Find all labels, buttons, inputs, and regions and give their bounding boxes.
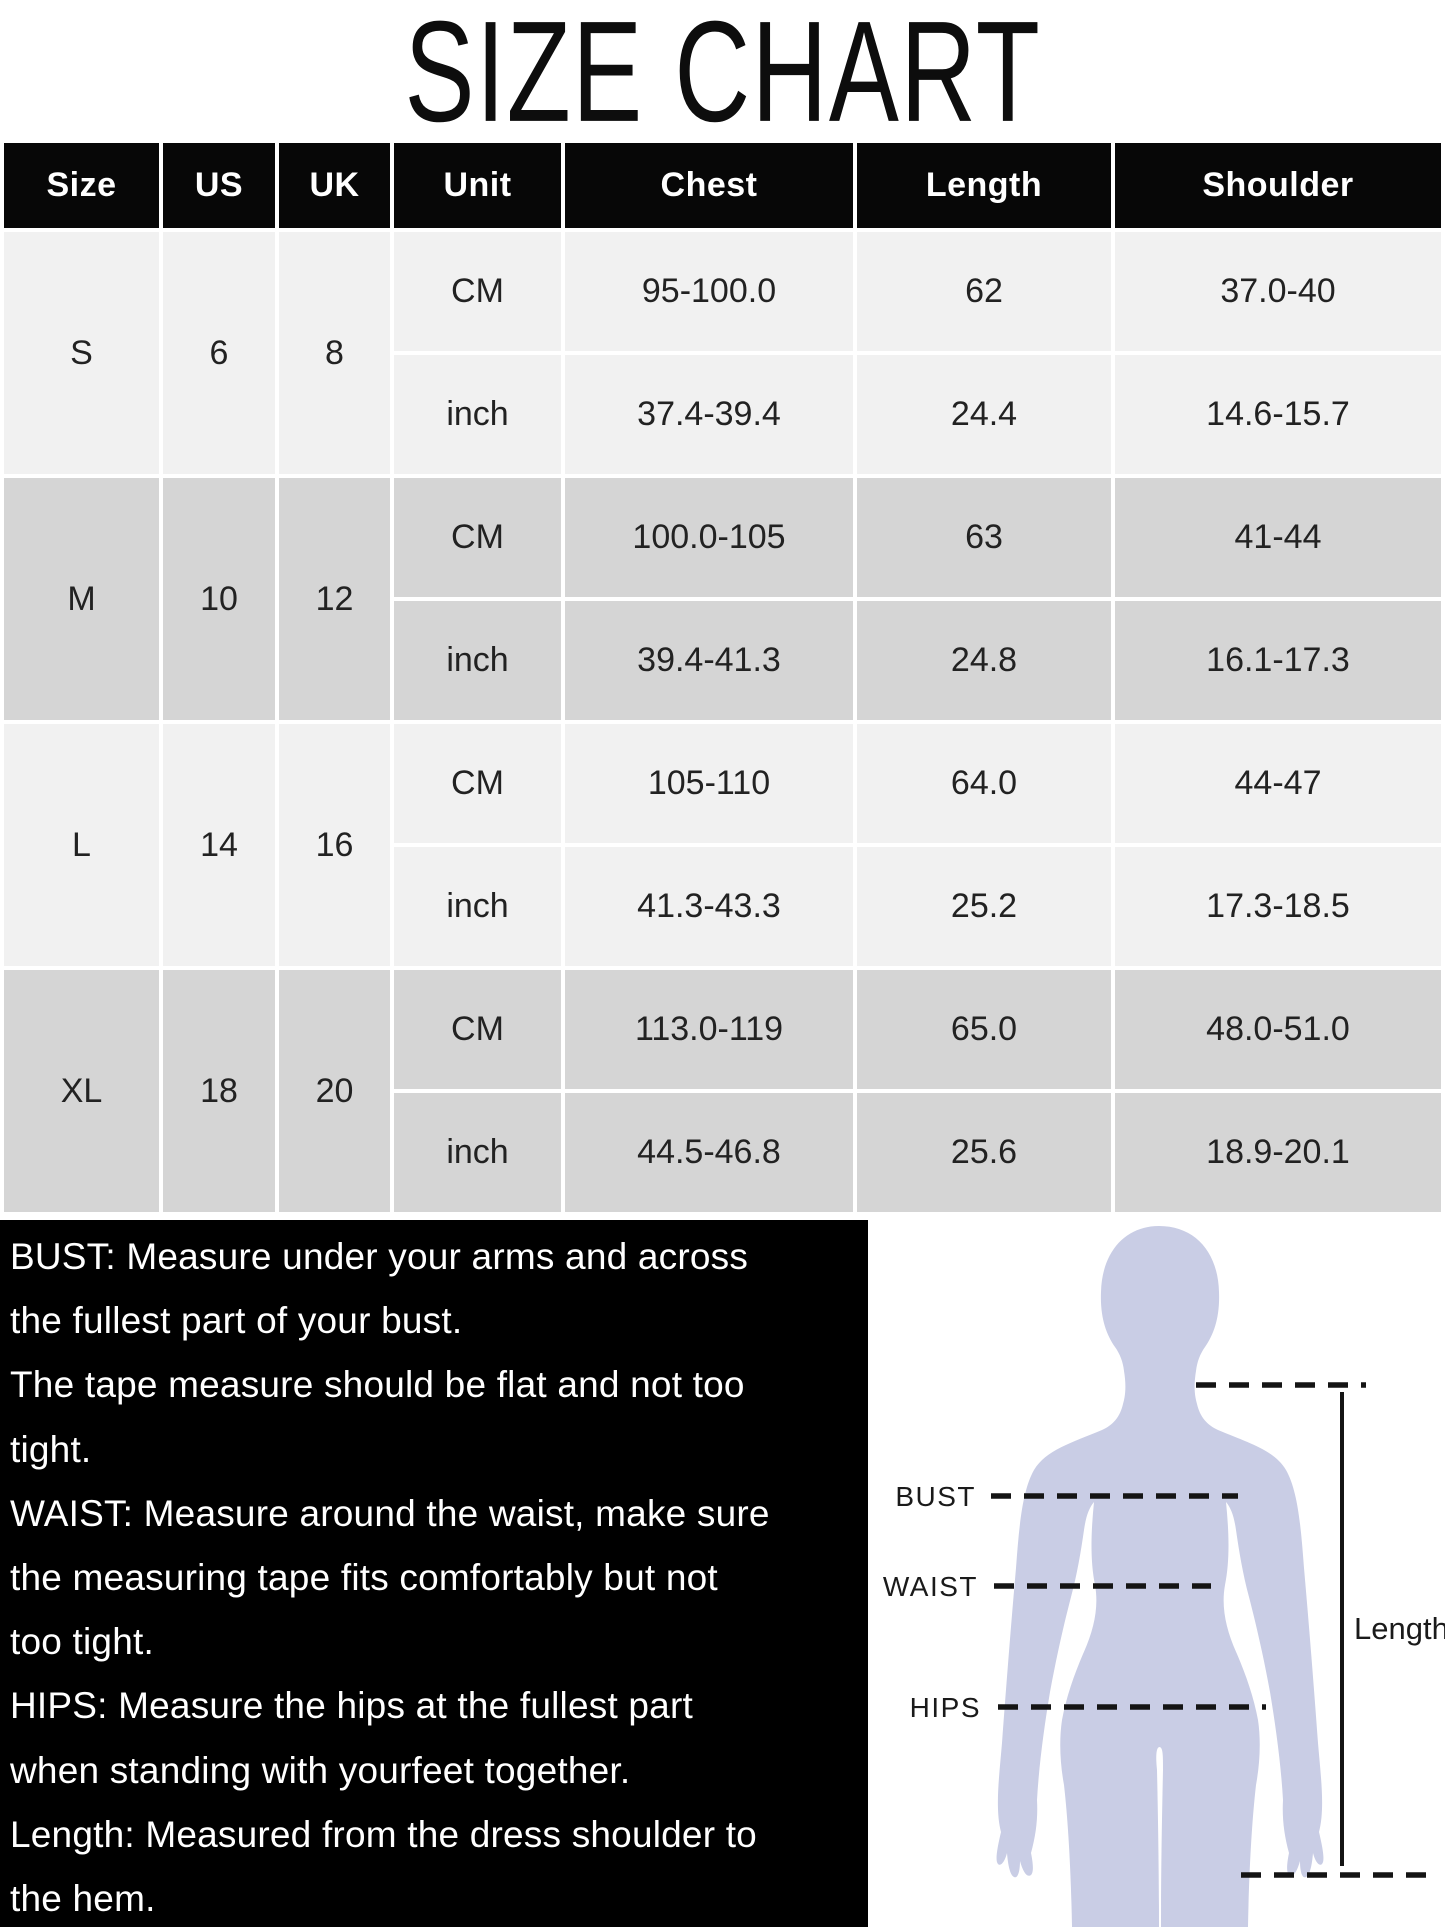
us-cell: 10 (163, 478, 275, 720)
us-cell: 18 (163, 970, 275, 1212)
body-silhouette-image (996, 1226, 1324, 1927)
page-title: SIZE CHART (0, 0, 1445, 143)
uk-cell: 8 (279, 232, 390, 474)
table-row-m-inch: inch 39.4-41.3 24.8 16.1-17.3 (4, 601, 1441, 720)
unit-cell: CM (394, 970, 561, 1089)
table-row-s-inch: inch 37.4-39.4 24.4 14.6-15.7 (4, 355, 1441, 474)
unit-cell: inch (394, 847, 561, 966)
shoulder-cell: 18.9-20.1 (1115, 1093, 1441, 1212)
us-cell: 6 (163, 232, 275, 474)
shoulder-cell: 16.1-17.3 (1115, 601, 1441, 720)
header-shoulder: Shoulder (1115, 143, 1441, 228)
header-chest: Chest (565, 143, 853, 228)
shoulder-cell: 17.3-18.5 (1115, 847, 1441, 966)
header-size: Size (4, 143, 159, 228)
uk-cell: 20 (279, 970, 390, 1212)
shoulder-cell: 41-44 (1115, 478, 1441, 597)
shoulder-cell: 37.0-40 (1115, 232, 1441, 351)
measurement-figure: BUST WAIST HIPS Length (868, 1220, 1445, 1927)
length-cell: 64.0 (857, 724, 1111, 843)
header-length: Length (857, 143, 1111, 228)
length-cell: 62 (857, 232, 1111, 351)
chest-cell: 100.0-105 (565, 478, 853, 597)
unit-cell: CM (394, 724, 561, 843)
instruction-line: the hem. (10, 1878, 156, 1920)
instruction-line: too tight. (10, 1621, 154, 1663)
table-row-m-cm: M 10 12 CM 100.0-105 63 41-44 (4, 478, 1441, 720)
table-row-l-inch: inch 41.3-43.3 25.2 17.3-18.5 (4, 847, 1441, 966)
instruction-line: WAIST: Measure around the waist, make su… (10, 1492, 770, 1534)
size-cell: M (4, 478, 159, 720)
instruction-line: Length: Measured from the dress shoulder… (10, 1813, 757, 1855)
instruction-line: the measuring tape fits comfortably but … (10, 1557, 718, 1599)
table-row-xl-inch: inch 44.5-46.8 25.6 18.9-20.1 (4, 1093, 1441, 1212)
size-cell: XL (4, 970, 159, 1212)
table-row-l-cm: L 14 16 CM 105-110 64.0 44-47 (4, 724, 1441, 966)
unit-cell: inch (394, 1093, 561, 1212)
chest-cell: 95-100.0 (565, 232, 853, 351)
header-us: US (163, 143, 275, 228)
length-cell: 24.4 (857, 355, 1111, 474)
length-cell: 65.0 (857, 970, 1111, 1089)
chest-cell: 39.4-41.3 (565, 601, 853, 720)
chest-cell: 113.0-119 (565, 970, 853, 1089)
instruction-line: when standing with yourfeet together. (10, 1749, 631, 1791)
table-row-xl-cm: XL 18 20 CM 113.0-119 65.0 48.0-51.0 (4, 970, 1441, 1212)
waist-label: WAIST (883, 1571, 978, 1602)
us-cell: 14 (163, 724, 275, 966)
header-unit: Unit (394, 143, 561, 228)
instruction-line: the fullest part of your bust. (10, 1300, 463, 1342)
length-cell: 63 (857, 478, 1111, 597)
unit-cell: inch (394, 355, 561, 474)
instruction-line: HIPS: Measure the hips at the fullest pa… (10, 1685, 693, 1727)
length-cell: 25.2 (857, 847, 1111, 966)
size-table: Size US UK Unit Chest Length Shoulder S … (0, 139, 1445, 1216)
chest-cell: 37.4-39.4 (565, 355, 853, 474)
size-cell: S (4, 232, 159, 474)
shoulder-cell: 48.0-51.0 (1115, 970, 1441, 1089)
length-cell: 25.6 (857, 1093, 1111, 1212)
bust-label: BUST (895, 1481, 976, 1512)
length-cell: 24.8 (857, 601, 1111, 720)
page-title-text: SIZE CHART (404, 0, 1041, 152)
chest-cell: 41.3-43.3 (565, 847, 853, 966)
hips-label: HIPS (910, 1692, 981, 1723)
unit-cell: inch (394, 601, 561, 720)
uk-cell: 12 (279, 478, 390, 720)
measuring-instructions: BUST: Measure under your arms and across… (0, 1220, 868, 1927)
chest-cell: 44.5-46.8 (565, 1093, 853, 1212)
table-header-row: Size US UK Unit Chest Length Shoulder (4, 143, 1441, 228)
instruction-line: BUST: Measure under your arms and across (10, 1236, 749, 1277)
unit-cell: CM (394, 478, 561, 597)
size-cell: L (4, 724, 159, 966)
chest-cell: 105-110 (565, 724, 853, 843)
table-row-s-cm: S 6 8 CM 95-100.0 62 37.0-40 (4, 232, 1441, 474)
instruction-line: tight. (10, 1428, 92, 1470)
header-uk: UK (279, 143, 390, 228)
shoulder-cell: 44-47 (1115, 724, 1441, 843)
instruction-line: The tape measure should be flat and not … (10, 1364, 745, 1406)
length-label: Length (1354, 1611, 1445, 1646)
shoulder-cell: 14.6-15.7 (1115, 355, 1441, 474)
unit-cell: CM (394, 232, 561, 351)
body-diagram: BUST WAIST HIPS Length (883, 1226, 1445, 1927)
uk-cell: 16 (279, 724, 390, 966)
